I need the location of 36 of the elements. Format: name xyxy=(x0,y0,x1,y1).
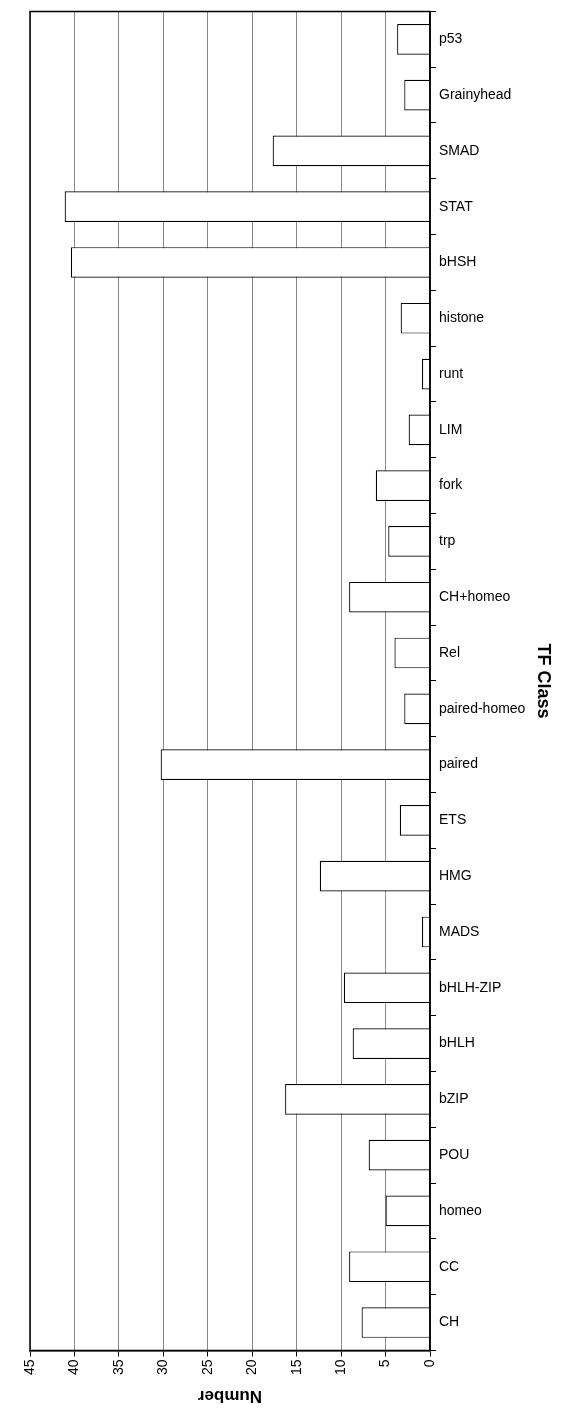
y-tick-label: LIM xyxy=(439,420,463,437)
y-tick-label: POU xyxy=(439,1146,470,1163)
y-tick-label: fork xyxy=(439,476,464,493)
x-tick-label: 20 xyxy=(243,1359,260,1376)
x-tick-label: 5 xyxy=(376,1359,393,1368)
y-tick-label: CH xyxy=(439,1313,460,1330)
x-tick-label: 25 xyxy=(198,1359,215,1376)
x-tick-label: 40 xyxy=(65,1359,82,1376)
y-tick-label: runt xyxy=(439,364,464,381)
y-tick-label: HMG xyxy=(439,867,472,884)
x-tick-label: 0 xyxy=(420,1359,437,1368)
x-tick-label: 15 xyxy=(287,1359,304,1376)
y-tick-label: CC xyxy=(439,1257,460,1274)
y-tick-label: paired-homeo xyxy=(439,699,526,716)
y-tick-label: Rel xyxy=(439,643,461,660)
y-tick-label: MADS xyxy=(439,922,480,939)
x-axis-title: Number xyxy=(197,1387,263,1407)
y-tick-label: bZIP xyxy=(439,1090,469,1107)
x-tick-label: 45 xyxy=(20,1359,37,1376)
y-tick-label: STAT xyxy=(439,197,474,214)
y-tick-label: paired xyxy=(439,755,478,772)
y-tick-label: bHLH xyxy=(439,1034,475,1051)
y-tick-label: histone xyxy=(439,309,485,326)
y-tick-label: CH+homeo xyxy=(439,588,511,605)
y-tick-label: SMAD xyxy=(439,141,480,158)
x-tick-label: 35 xyxy=(109,1359,126,1376)
y-tick-label: p53 xyxy=(439,30,463,47)
y-tick-label: homeo xyxy=(439,1201,483,1218)
y-axis-title: TF Class xyxy=(534,643,555,719)
x-tick-label: 10 xyxy=(331,1359,348,1376)
x-tick-label: 30 xyxy=(154,1359,171,1376)
y-tick-label: bHLH-ZIP xyxy=(439,978,502,995)
y-tick-label: ETS xyxy=(439,811,467,828)
y-tick-label: bHSH xyxy=(439,253,477,270)
y-tick-label: trp xyxy=(439,532,456,549)
y-tick-label: Grainyhead xyxy=(439,85,512,102)
